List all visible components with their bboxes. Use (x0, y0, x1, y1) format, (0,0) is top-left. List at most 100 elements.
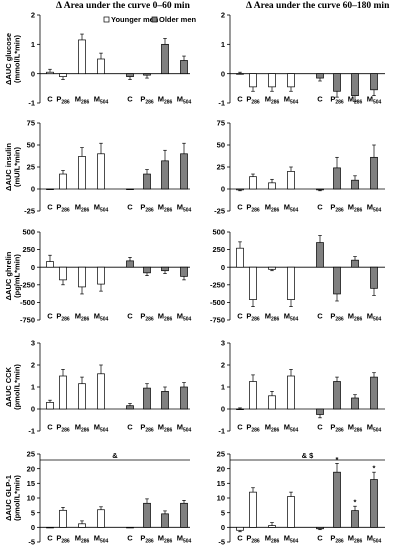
y-tick-label: 1 (31, 383, 35, 392)
y-axis-title: ΔAUC ghrelin(pg/mL*min) (4, 251, 22, 300)
younger-bar (97, 153, 105, 190)
older-bar (316, 73, 324, 79)
x-tick-label: P286 (246, 534, 260, 545)
x-tick-subscript: 504 (373, 427, 382, 433)
x-tick-label: P286 (330, 423, 344, 434)
x-tick-subscript: 286 (145, 316, 154, 322)
x-tick-label: M504 (284, 312, 299, 323)
x-tick-subscript: 504 (290, 207, 299, 213)
y-tick-label: 10 (217, 494, 225, 503)
younger-bar (287, 266, 295, 300)
y-tick-label: 1 (221, 40, 225, 49)
x-tick-label: M286 (348, 312, 363, 323)
x-tick-subscript: 504 (183, 99, 192, 105)
older-bar (180, 502, 188, 528)
older-bar (333, 73, 341, 92)
y-tick-label: 0 (221, 69, 225, 78)
x-tick-subscript: 286 (81, 427, 90, 433)
younger-bar (236, 73, 244, 75)
x-tick-subscript: 504 (290, 99, 299, 105)
x-tick-label: C (237, 203, 243, 212)
right-column-title: Δ Area under the curve 60–180 min (246, 1, 390, 11)
y-axis-title-line: ΔAUC insulin (4, 143, 13, 191)
x-tick-subscript: 286 (251, 99, 260, 105)
older-bar (316, 242, 324, 268)
older-bar (370, 479, 378, 528)
x-tick-label: C (127, 95, 133, 104)
y-tick-label: 1 (31, 40, 35, 49)
y-tick-label: 2 (221, 361, 225, 370)
x-tick-label: M504 (177, 95, 192, 106)
x-tick-label: M504 (94, 203, 109, 214)
x-tick-label: C (47, 312, 53, 321)
x-tick-label: M286 (348, 423, 363, 434)
younger-bar (268, 395, 276, 410)
younger-bar (268, 73, 276, 88)
younger-bar (268, 525, 276, 528)
older-bar (143, 387, 151, 410)
x-tick-subscript: 286 (81, 538, 90, 544)
older-bar (180, 60, 188, 75)
x-tick-subscript: 504 (100, 207, 109, 213)
younger-bar (46, 71, 54, 75)
younger-bar (78, 39, 86, 75)
x-tick-label: M286 (75, 312, 90, 323)
x-tick-label: P286 (330, 203, 344, 214)
older-bar (161, 266, 169, 272)
x-tick-label: P286 (246, 312, 260, 323)
y-axis-title-line: ΔAUC GLP-1 (4, 475, 13, 521)
x-tick-subscript: 286 (61, 207, 70, 213)
x-tick-label: M286 (265, 312, 280, 323)
older-bar (126, 73, 134, 77)
x-tick-subscript: 286 (61, 99, 70, 105)
x-tick-label: M286 (265, 423, 280, 434)
x-tick-subscript: 504 (373, 99, 382, 105)
x-tick-subscript: 286 (335, 316, 344, 322)
older-bar (351, 73, 359, 97)
younger-bar (59, 266, 67, 281)
y-tick-label: -1 (28, 427, 35, 436)
younger-bar (249, 73, 257, 88)
y-tick-label: -750 (210, 316, 225, 325)
younger-bar (236, 408, 244, 410)
x-tick-label: C (317, 534, 323, 543)
x-tick-label: P286 (56, 423, 70, 434)
x-tick-subscript: 286 (164, 316, 173, 322)
x-tick-subscript: 504 (290, 316, 299, 322)
x-tick-label: P286 (246, 203, 260, 214)
annotation-text: & $ (302, 451, 315, 460)
x-tick-subscript: 286 (354, 427, 363, 433)
x-tick-subscript: 286 (251, 538, 260, 544)
x-tick-label: C (47, 203, 53, 212)
older-bar (316, 188, 324, 191)
y-axis-title-line: (pg/mL*min) (13, 254, 22, 298)
y-axis-title: ΔAUC GLP-1(pmol/L*min) (4, 475, 22, 521)
older-bar (316, 526, 324, 530)
x-tick-label: P286 (140, 203, 154, 214)
x-tick-label: P286 (56, 534, 70, 545)
older-bar (316, 408, 324, 415)
y-tick-label: 1 (221, 383, 225, 392)
x-tick-subscript: 286 (271, 538, 280, 544)
x-tick-label: M504 (177, 423, 192, 434)
older-bar (333, 266, 341, 295)
y-tick-label: 0 (31, 69, 35, 78)
x-tick-label: P286 (330, 534, 344, 545)
older-bar (351, 510, 359, 528)
x-tick-subscript: 286 (335, 207, 344, 213)
younger-bar (78, 383, 86, 410)
y-tick-label: -500 (20, 298, 35, 307)
x-tick-label: C (237, 534, 243, 543)
y-axis-title-line: ΔAUC CCK (4, 366, 13, 407)
younger-bar (78, 523, 86, 528)
younger-bar (236, 526, 244, 531)
younger-bar (46, 188, 54, 190)
x-tick-label: C (127, 534, 133, 543)
x-tick-subscript: 286 (354, 99, 363, 105)
y-tick-label: -5 (218, 538, 225, 547)
x-tick-subscript: 286 (164, 427, 173, 433)
x-tick-label: M504 (284, 203, 299, 214)
x-tick-subscript: 504 (290, 538, 299, 544)
